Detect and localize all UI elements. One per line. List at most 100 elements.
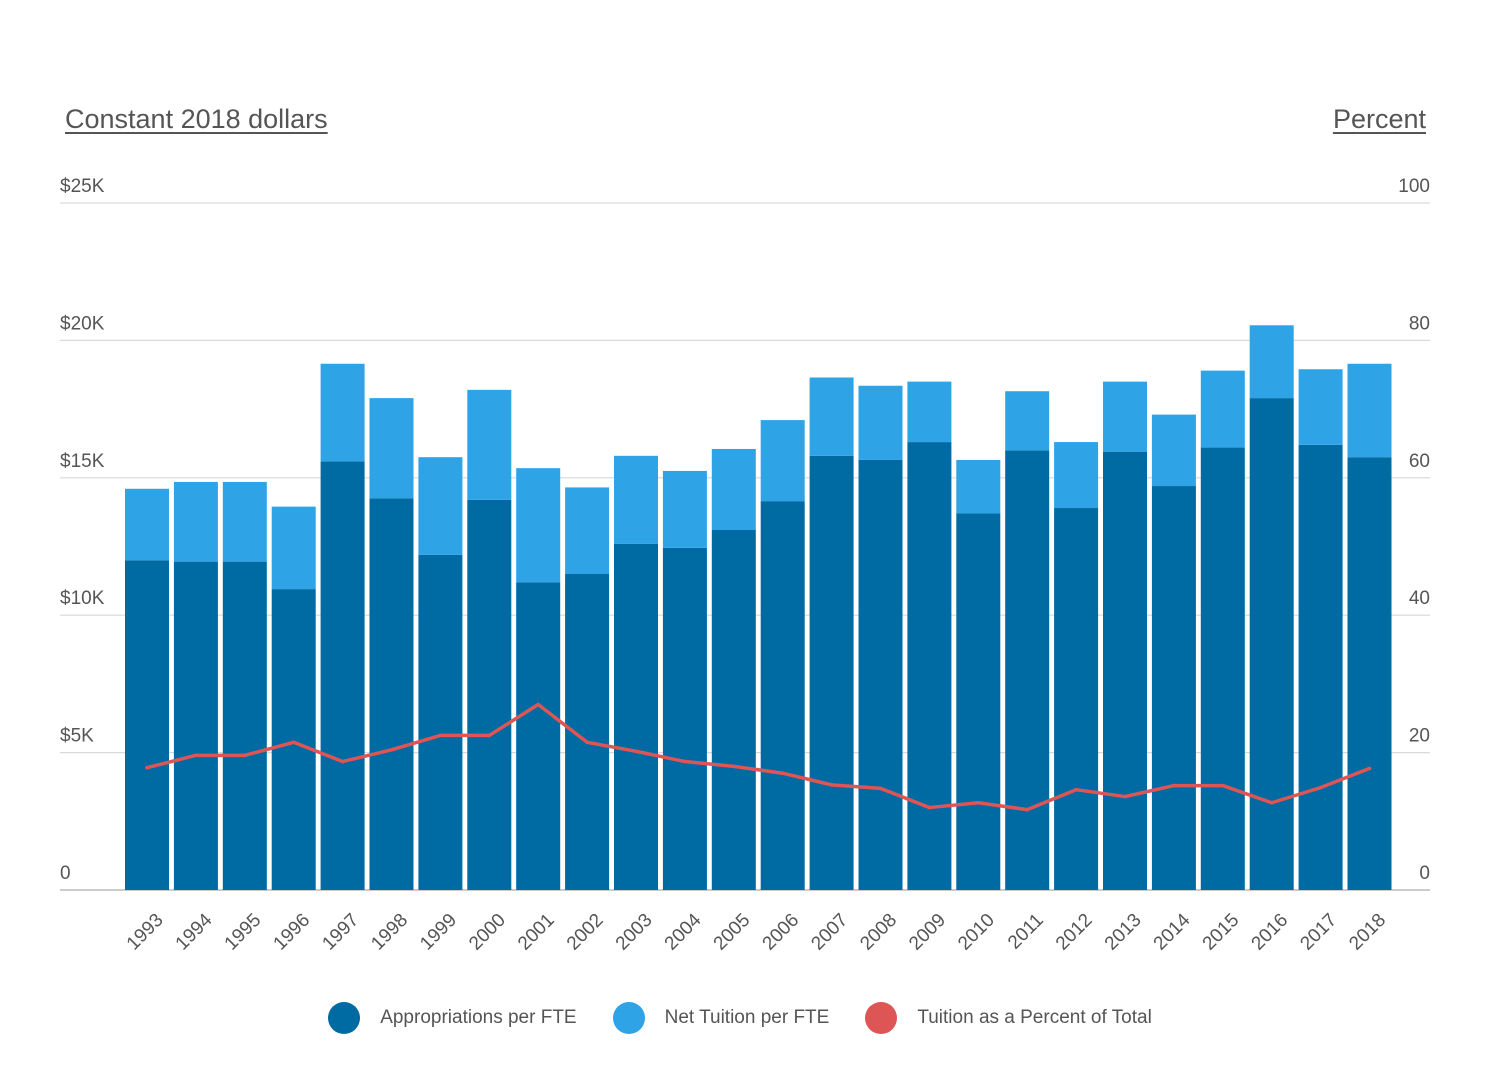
bar-appropriations (907, 442, 952, 890)
bar-appropriations (614, 543, 658, 890)
bar-net-tuition (271, 506, 316, 590)
tuition-percent-point (194, 753, 198, 758)
y-left-tick-label: $15K (60, 451, 105, 472)
tuition-percent-point (536, 702, 540, 707)
y-right-tick-label: 100 (1398, 176, 1430, 197)
stacked-bar-line-chart: 0 $5K $10K $15K $20K $25K 0 20 40 60 80 100 1993 1994… (60, 176, 1430, 955)
bar-net-tuition (1249, 325, 1294, 399)
tuition-percent-point (878, 786, 883, 791)
bar-appropriations (1103, 451, 1147, 890)
x-tick-label: 2002 (563, 910, 608, 955)
bar-net-tuition (1103, 381, 1147, 452)
bar-net-tuition (1298, 369, 1343, 445)
x-tick-label: 1999 (416, 910, 461, 955)
x-tick-label: 2001 (514, 910, 559, 955)
y-left-tick-label: $25K (60, 176, 105, 197)
x-tick-label: 2004 (661, 909, 706, 954)
tuition-percent-point (829, 783, 834, 787)
y-left-tick-label: 0 (60, 863, 71, 884)
x-tick-label: 2014 (1150, 909, 1195, 954)
x-tick-label: 2017 (1296, 910, 1341, 955)
bar-net-tuition (467, 389, 512, 500)
tuition-percent-point (1367, 766, 1372, 771)
tuition-percent-point (976, 800, 981, 805)
y-right-tick-label: 80 (1409, 313, 1430, 334)
bar-appropriations (271, 589, 316, 890)
y-right-tick-label: 20 (1409, 726, 1430, 747)
bar-net-tuition (125, 488, 169, 561)
bar-net-tuition (1151, 414, 1196, 487)
bar-appropriations (662, 547, 707, 890)
bar-appropriations (1005, 450, 1050, 890)
tuition-percent-point (1123, 794, 1127, 799)
x-tick-label: 1993 (123, 910, 168, 955)
tuition-percent-point (1269, 800, 1274, 805)
bar-appropriations (320, 461, 365, 890)
bar-appropriations (418, 554, 463, 890)
bar-appropriations (1347, 457, 1392, 890)
bar-net-tuition (711, 448, 756, 531)
bar-net-tuition (614, 455, 658, 544)
bar-net-tuition (516, 468, 561, 583)
y-left-tick-label: $20K (60, 313, 105, 334)
bar-appropriations (222, 561, 267, 890)
legend-swatch (865, 1002, 898, 1034)
bar-appropriations (173, 561, 218, 890)
tuition-percent-point (145, 765, 149, 770)
tuition-percent-point (732, 764, 736, 769)
right-axis-title: Percent (1332, 104, 1426, 134)
bar-appropriations (858, 459, 903, 890)
y-right-tick-label: 0 (1419, 863, 1430, 884)
tuition-percent-point (927, 805, 932, 810)
bar-net-tuition (1200, 370, 1245, 448)
bar-net-tuition (418, 457, 463, 555)
tuition-percent-point (389, 748, 394, 752)
x-tick-label: 2005 (710, 910, 755, 955)
bar-net-tuition (1005, 391, 1050, 451)
x-tick-label: 2008 (856, 910, 901, 955)
bar-net-tuition (1347, 363, 1392, 458)
bar-appropriations (1054, 508, 1099, 890)
bar-net-tuition (1054, 442, 1099, 509)
legend-label: Net Tuition per FTE (664, 1007, 830, 1028)
bar-appropriations (467, 499, 512, 890)
y-right-tick-label: 40 (1409, 588, 1430, 609)
y-left-tick-label: $5K (60, 726, 94, 747)
legend-label: Appropriations per FTE (380, 1007, 577, 1028)
legend-swatch (612, 1002, 645, 1034)
bar-net-tuition (662, 470, 707, 548)
x-tick-label: 2013 (1101, 910, 1146, 955)
x-tick-label: 2003 (612, 910, 657, 955)
tuition-percent-point (487, 733, 492, 738)
x-tick-label: 1994 (172, 909, 217, 954)
legend-item: Net Tuition per FTE (612, 1002, 830, 1034)
x-tick-label: 2011 (1004, 910, 1048, 954)
bar-net-tuition (809, 377, 854, 456)
tuition-percent-point (340, 759, 345, 764)
tuition-percent-point (1221, 783, 1225, 788)
legend-item: Tuition as a Percent of Total (865, 1002, 1152, 1034)
bar-appropriations (1298, 444, 1343, 890)
y-right-tick-label: 60 (1409, 451, 1430, 472)
x-tick-label: 1996 (270, 910, 315, 955)
x-tick-label: 2012 (1052, 910, 1097, 955)
bar-appropriations (125, 560, 169, 890)
x-tick-label: 1998 (367, 910, 412, 955)
bar-appropriations (1151, 486, 1196, 890)
tuition-percent-point (438, 733, 443, 738)
bar-net-tuition (858, 385, 903, 460)
y-left-tick-label: $10K (60, 588, 105, 609)
x-tick-label: 2015 (1199, 910, 1244, 955)
tuition-percent-point (1025, 807, 1029, 812)
tuition-percent-point (1318, 785, 1323, 790)
tuition-percent-point (780, 771, 785, 776)
bar-net-tuition (565, 487, 610, 574)
x-tick-label: 2009 (905, 910, 950, 955)
bar-appropriations (1200, 447, 1245, 890)
tuition-percent-point (634, 749, 638, 754)
tuition-percent-point (243, 753, 247, 758)
x-tick-label: 2016 (1248, 910, 1293, 955)
x-tick-label: 2006 (759, 910, 804, 955)
bar-net-tuition (907, 381, 952, 443)
left-axis-title: Constant 2018 dollars (65, 104, 328, 134)
